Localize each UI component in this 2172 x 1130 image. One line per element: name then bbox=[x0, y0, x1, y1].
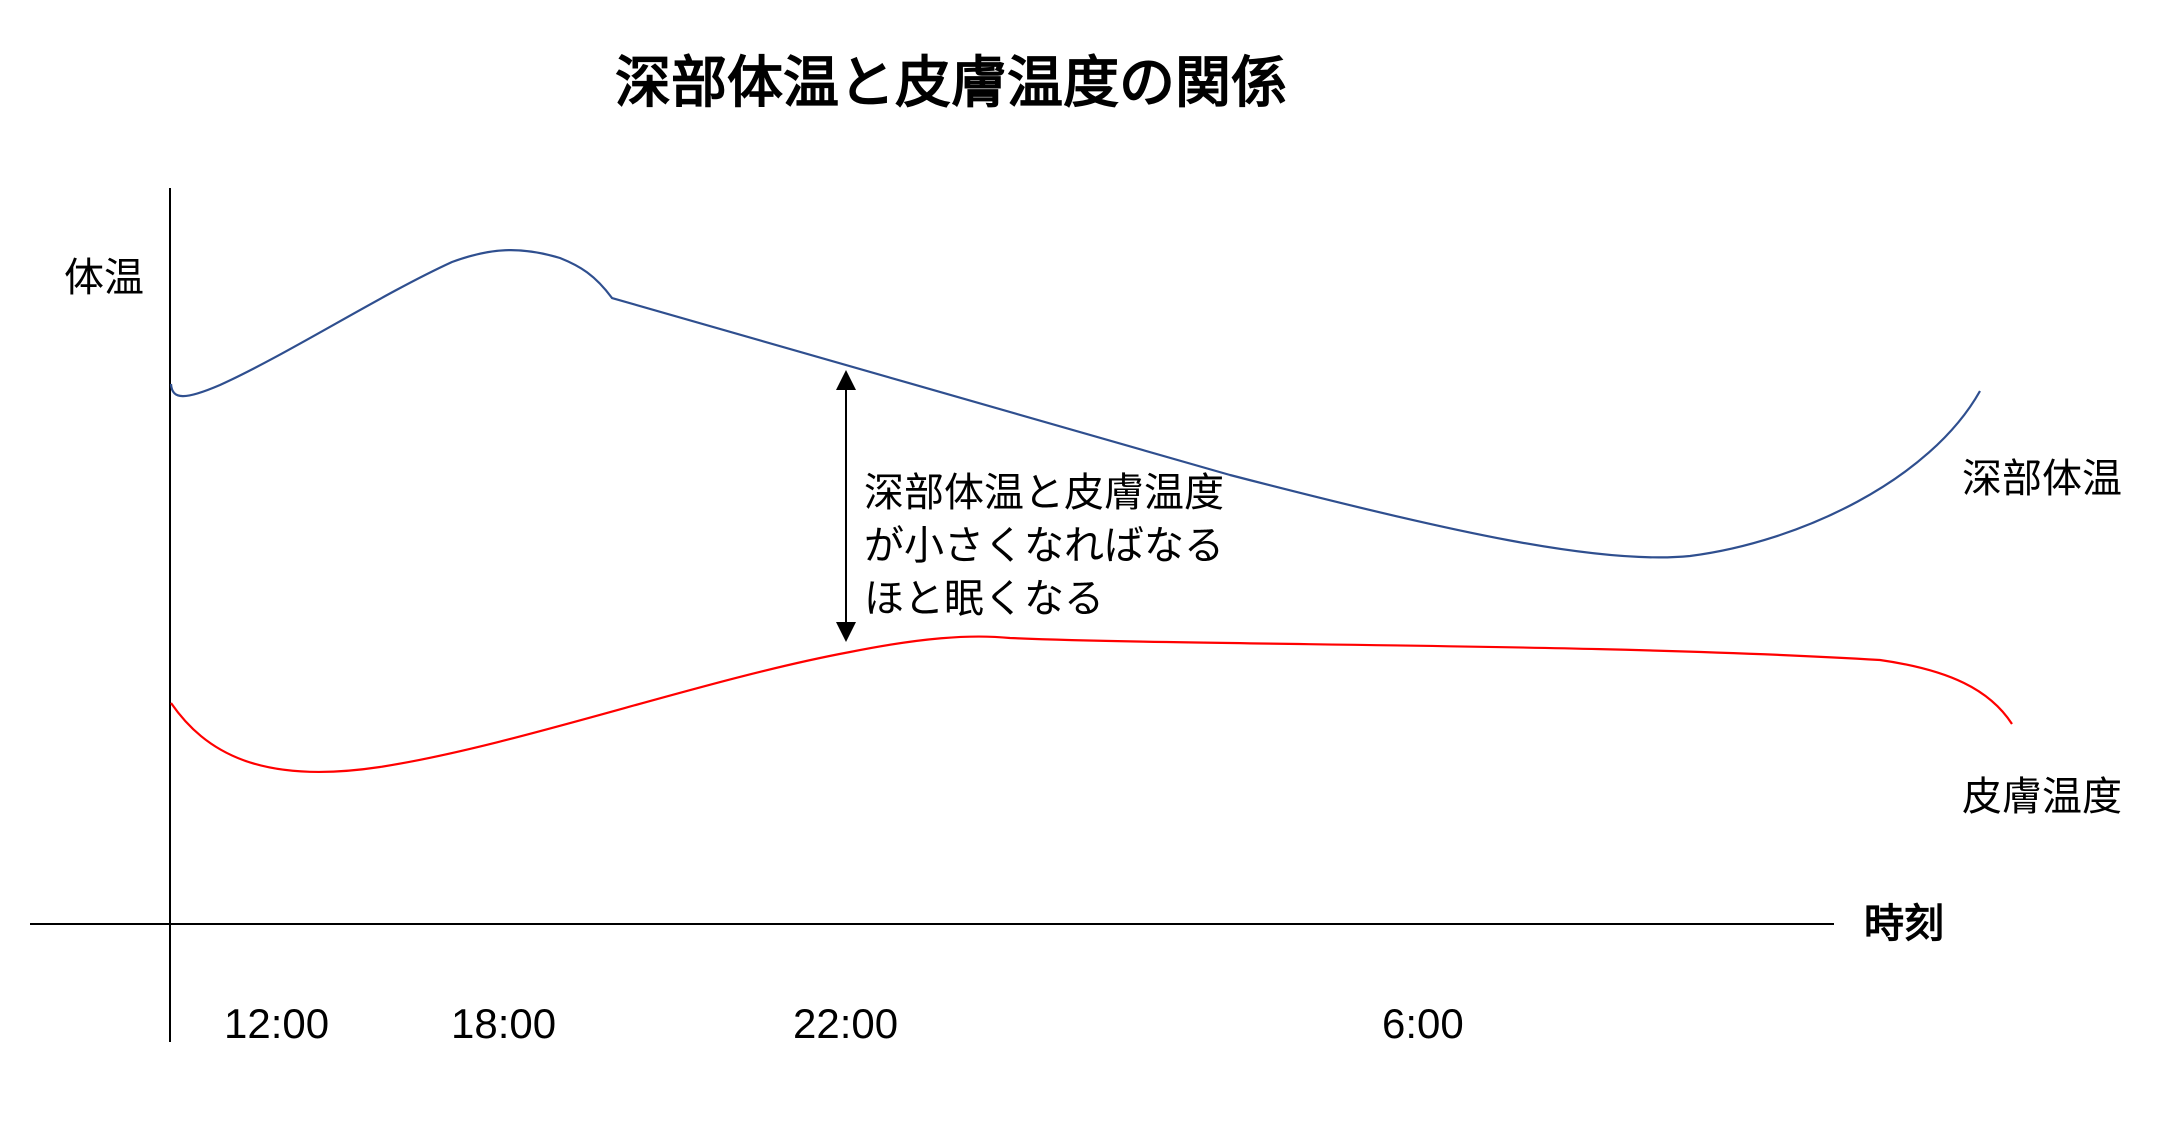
annotation-line-3: ほと眠くなる bbox=[864, 576, 1104, 622]
x-tick-label: 6:00 bbox=[1382, 1000, 1464, 1047]
y-axis-label: 体温 bbox=[64, 255, 144, 301]
x-tick-label: 18:00 bbox=[451, 1000, 556, 1047]
chart-title: 深部体温と皮膚温度の関係 bbox=[615, 51, 1287, 116]
x-tick-label: 22:00 bbox=[793, 1000, 898, 1047]
series-line-skin-temperature bbox=[170, 635, 2013, 774]
series-label-core-temperature: 深部体温 bbox=[1962, 456, 2122, 502]
series-line-core-temperature bbox=[169, 249, 1981, 559]
x-axis-label: 時刻 bbox=[1864, 901, 1944, 947]
annotation-line-2: が小さくなればなる bbox=[864, 523, 1224, 569]
series-label-skin-temperature: 皮膚温度 bbox=[1962, 774, 2122, 820]
annotation-line-1: 深部体温と皮膚温度 bbox=[864, 470, 1224, 516]
x-tick-label: 12:00 bbox=[224, 1000, 329, 1047]
